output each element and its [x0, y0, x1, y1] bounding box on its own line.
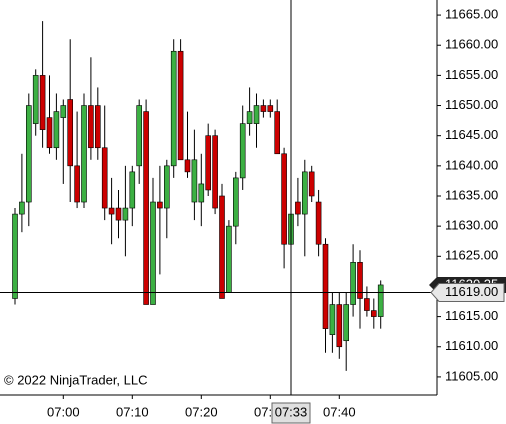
candle-body	[60, 105, 67, 118]
candle-body	[136, 105, 142, 167]
candle-body	[191, 159, 198, 203]
candle-body	[170, 50, 177, 167]
candle-body	[301, 171, 308, 215]
candle-body	[129, 171, 136, 209]
candle-body	[122, 207, 129, 221]
candle-body	[32, 75, 39, 124]
candle-body	[39, 75, 46, 130]
candle-body	[329, 304, 336, 335]
candle-body	[357, 262, 363, 299]
y-tick-label: 11660.00	[445, 37, 498, 52]
candle-body	[267, 105, 274, 112]
candle-body	[164, 165, 170, 209]
candle-body	[46, 117, 53, 149]
y-tick-label: 11655.00	[445, 67, 498, 82]
candle-body	[350, 262, 356, 305]
candle-body	[295, 201, 301, 215]
candle-body	[53, 111, 60, 149]
candle-body	[281, 153, 287, 245]
y-tick-label: 11630.00	[445, 218, 498, 233]
y-tick-label: 11605.00	[445, 368, 498, 383]
crosshair-y-box	[430, 282, 505, 302]
y-tick-label: 11610.00	[445, 338, 498, 353]
candle-body	[246, 111, 253, 124]
y-tick-label: 11665.00	[445, 7, 498, 22]
candle-body	[315, 201, 322, 245]
candle-body	[184, 159, 191, 173]
copyright: © 2022 NinjaTrader, LLC	[4, 372, 148, 387]
candle-body	[25, 105, 32, 203]
candle-body	[115, 207, 122, 221]
y-tick-label: 11640.00	[445, 157, 498, 172]
candle-body	[370, 310, 377, 317]
candle-body	[95, 105, 101, 149]
y-tick-label: 11625.00	[445, 248, 498, 263]
y-tick-label: 11635.00	[445, 187, 498, 202]
y-tick-label: 11645.00	[445, 127, 498, 142]
x-tick-label: 07:20	[185, 404, 218, 419]
candle-body	[205, 135, 211, 191]
candle-body	[101, 147, 108, 209]
candle-body	[198, 183, 205, 203]
candle-body	[143, 111, 149, 305]
x-tick-label: 07:10	[116, 404, 149, 419]
crosshair-y-label: 11619.00	[445, 284, 498, 299]
candle-body	[19, 201, 25, 215]
candle-body	[377, 284, 384, 317]
x-tick-label: 07:00	[47, 404, 80, 419]
candle-body	[177, 50, 184, 161]
crosshair-x-label: 07:33	[275, 404, 308, 419]
candle-body	[226, 225, 232, 293]
candle-body	[88, 105, 94, 149]
candle-body	[212, 135, 218, 209]
candle-body	[322, 243, 329, 329]
crosshair-x-box	[271, 402, 311, 424]
candle-body	[336, 304, 343, 348]
candle-body	[343, 304, 350, 342]
candle-body	[253, 105, 260, 124]
candle-body	[219, 195, 225, 299]
candle-body	[81, 105, 87, 203]
candle-body	[260, 105, 267, 112]
y-tick-label: 11615.00	[445, 308, 498, 323]
candle-body	[74, 165, 80, 203]
y-tick-label: 11650.00	[445, 97, 498, 112]
candle-body	[239, 123, 246, 179]
candle-body	[108, 207, 115, 215]
candle-body	[157, 201, 163, 209]
candle-body	[67, 99, 73, 167]
candle-body	[308, 171, 315, 197]
x-tick-label: 07:40	[323, 404, 356, 419]
candle-body	[12, 213, 18, 299]
candle-body	[364, 298, 370, 311]
candle-body	[233, 177, 239, 227]
candle-body	[274, 111, 281, 155]
candle-body	[150, 201, 156, 305]
